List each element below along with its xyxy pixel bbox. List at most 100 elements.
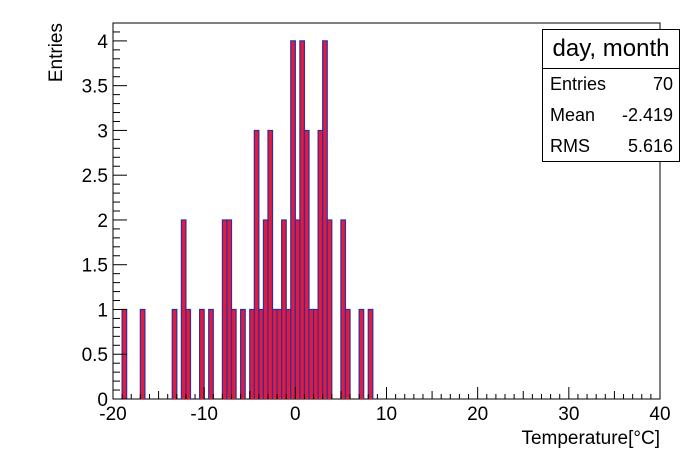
- bar-fill: [240, 309, 246, 399]
- y-tick-label: 2.5: [82, 166, 108, 187]
- x-axis: -20 -10 0 10 20 30 40: [99, 387, 671, 425]
- stats-rms-value: 5.616: [627, 136, 673, 156]
- histogram-bar: [230, 308, 237, 399]
- bar-fill: [304, 130, 310, 399]
- bar-outline: [139, 308, 146, 399]
- stats-entries-value: 70: [652, 74, 673, 94]
- histogram-bar: [290, 40, 296, 400]
- histogram-bar: [267, 129, 274, 399]
- y-tick-label: 4: [97, 32, 108, 53]
- x-tick-label: 10: [376, 404, 397, 425]
- bar-outline: [240, 308, 246, 399]
- bar-outline: [253, 129, 260, 399]
- y-tick-label: 0.5: [82, 345, 108, 366]
- histogram-bar: [249, 308, 255, 399]
- histogram-bar: [285, 308, 292, 399]
- bar-fill: [322, 40, 328, 400]
- bar-outline: [230, 308, 237, 399]
- bar-fill: [226, 219, 232, 399]
- bar-outline: [171, 308, 178, 399]
- y-tick-label: 2: [97, 211, 108, 232]
- bar-outline: [344, 308, 351, 399]
- bar-fill: [140, 309, 145, 399]
- histogram-bar: [299, 40, 306, 400]
- bar-outline: [267, 129, 274, 399]
- bar-fill: [290, 40, 296, 400]
- histogram-bar: [322, 40, 328, 400]
- y-axis: 0 0.5 1 1.5 2 2.5 3 3.5 4: [82, 22, 127, 411]
- histogram-bar: [240, 308, 246, 399]
- y-tick-label: 3: [97, 121, 108, 142]
- x-tick-label: 0: [290, 404, 301, 425]
- histogram-bar: [344, 308, 351, 399]
- bar-outline: [358, 308, 365, 399]
- histogram-bar: [303, 129, 310, 399]
- histogram-bars: [121, 40, 374, 400]
- bar-fill: [231, 309, 237, 399]
- histogram-bar: [171, 308, 178, 399]
- histogram-bar: [340, 219, 347, 399]
- bar-fill: [327, 219, 332, 399]
- y-tick-label: 1: [97, 300, 108, 321]
- bar-fill: [277, 309, 282, 399]
- histogram-bar: [180, 219, 187, 399]
- bar-fill: [286, 309, 291, 399]
- bar-fill: [340, 219, 346, 399]
- y-tick-label: 0: [97, 390, 108, 411]
- histogram-bar: [258, 308, 265, 399]
- histogram-bar: [281, 219, 287, 399]
- histogram-bar: [221, 219, 228, 399]
- bar-fill: [172, 309, 177, 399]
- x-axis-title: Temperature[°C]: [521, 428, 660, 449]
- bar-outline: [199, 308, 205, 399]
- bar-fill: [281, 219, 287, 399]
- stats-rms-label: RMS: [550, 136, 590, 156]
- bar-fill: [318, 130, 323, 399]
- bar-fill: [263, 219, 268, 399]
- x-tick-label: -20: [99, 404, 126, 425]
- y-tick-label: 3.5: [82, 77, 108, 98]
- histogram-bar: [271, 308, 278, 399]
- bar-fill: [199, 309, 205, 399]
- histogram-bar: [185, 308, 192, 399]
- stats-mean-label: Mean: [550, 105, 596, 125]
- stats-mean-row: Mean -2.419: [543, 100, 679, 131]
- histogram-bar: [317, 129, 324, 399]
- stats-entries-label: Entries: [550, 74, 607, 94]
- x-tick-label: -10: [190, 404, 217, 425]
- bar-outline: [185, 308, 192, 399]
- y-tick-label: 1.5: [82, 256, 108, 277]
- bar-outline: [326, 219, 333, 399]
- bar-fill: [299, 40, 305, 400]
- bar-fill: [185, 309, 191, 399]
- histogram-bar: [312, 308, 319, 399]
- histogram-bar: [199, 308, 205, 399]
- histogram-bar: [226, 219, 233, 399]
- bar-fill: [313, 309, 319, 399]
- stats-box: day, month Entries 70 Mean -2.419 RMS 5.…: [542, 29, 680, 162]
- histogram-bar: [208, 308, 214, 399]
- bar-fill: [181, 219, 186, 399]
- bar-fill: [345, 309, 351, 399]
- bar-outline: [303, 129, 310, 399]
- y-axis-title: Entries: [46, 23, 67, 82]
- x-tick-label: 20: [467, 404, 488, 425]
- bar-fill: [309, 309, 314, 399]
- stats-title: day, month: [543, 30, 679, 69]
- histogram-bar: [358, 308, 365, 399]
- histogram-bar: [367, 308, 374, 399]
- x-tick-label: 40: [649, 404, 670, 425]
- bar-fill: [208, 309, 214, 399]
- stats-rms-row: RMS 5.616: [543, 131, 679, 162]
- histogram-bar: [308, 308, 315, 399]
- bar-fill: [295, 219, 300, 399]
- stats-entries-row: Entries 70: [543, 69, 679, 100]
- histogram-bar: [276, 308, 283, 399]
- bar-fill: [368, 309, 373, 399]
- x-tick-label: 30: [558, 404, 579, 425]
- bar-outline: [208, 308, 214, 399]
- bar-fill: [254, 130, 259, 399]
- bar-fill: [267, 130, 273, 399]
- bar-fill: [222, 219, 227, 399]
- histogram-bar: [253, 129, 260, 399]
